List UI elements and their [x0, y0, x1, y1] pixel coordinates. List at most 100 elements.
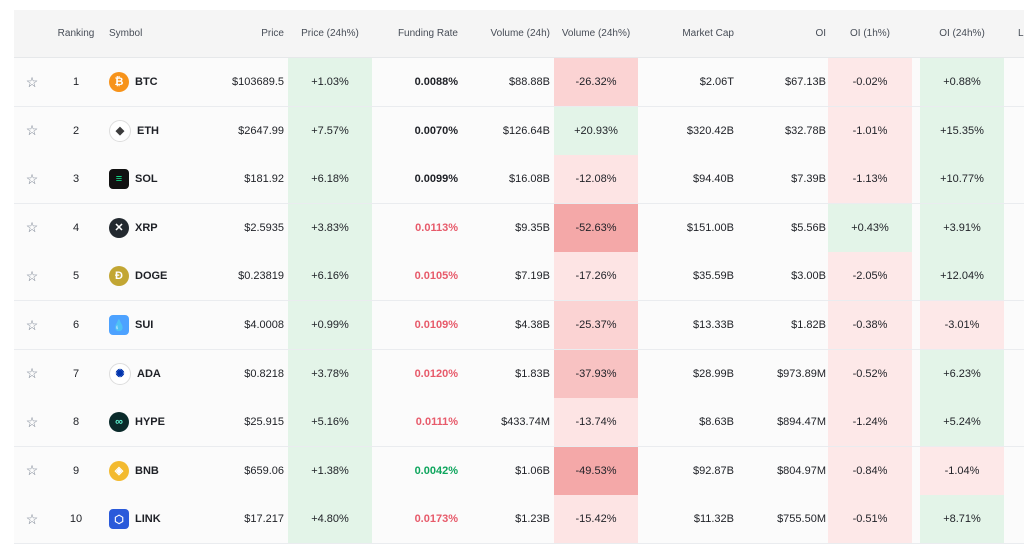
table-row-bnb[interactable]: ☆ 9 ◈ BNB $659.06 +1.38% 0.0042% $1.06B … — [14, 446, 1024, 496]
symbol-cell[interactable]: ₿ BTC — [109, 58, 209, 106]
market-cap-cell: $11.32B — [693, 513, 734, 526]
funding-rate-cell: 0.0120% — [414, 367, 458, 380]
table-row-btc[interactable]: ☆ 1 ₿ BTC $103689.5 +1.03% 0.0088% $88.8… — [14, 58, 1024, 107]
chainlink-icon: ⬡ — [109, 509, 129, 530]
favorite-star-icon[interactable]: ☆ — [25, 267, 39, 284]
price-24h-cell: +3.78% — [288, 349, 372, 398]
header-truncated[interactable]: Li — [1018, 28, 1024, 39]
market-cap-cell: $13.33B — [693, 319, 734, 331]
oi-cell: $7.39B — [791, 173, 826, 186]
price-24h-cell: +7.57% — [288, 106, 372, 155]
favorite-star-icon[interactable]: ☆ — [25, 510, 39, 527]
hyperliquid-icon: ∞ — [109, 412, 129, 433]
oi-cell: $3.00B — [791, 270, 826, 283]
table-row-link[interactable]: ☆ 10 ⬡ LINK $17.217 +4.80% 0.0173% $1.23… — [14, 495, 1024, 545]
oi-1h-cell: -2.05% — [828, 252, 912, 301]
favorite-star-icon[interactable]: ☆ — [25, 73, 39, 90]
header-market-cap[interactable]: Market Cap — [682, 28, 734, 39]
header-oi-24h[interactable]: OI (24h%) — [939, 28, 985, 39]
oi-cell: $894.47M — [777, 416, 826, 429]
ethereum-icon: ◆ — [109, 119, 131, 142]
symbol-label: BNB — [135, 464, 159, 477]
oi-1h-cell: -0.52% — [828, 349, 912, 398]
oi-1h-cell: -1.01% — [828, 106, 912, 155]
header-oi-1h[interactable]: OI (1h%) — [849, 28, 890, 39]
price-cell: $4.0008 — [244, 319, 284, 331]
symbol-cell[interactable]: ◈ BNB — [109, 447, 209, 495]
oi-24h-cell: -1.04% — [920, 446, 1004, 495]
price-24h-cell: +6.18% — [288, 155, 372, 204]
rank-cell: 9 — [72, 464, 80, 477]
table-row-hype[interactable]: ☆ 8 ∞ HYPE $25.915 +5.16% 0.0111% $433.7… — [14, 398, 1024, 448]
table-row-xrp[interactable]: ☆ 4 ✕ XRP $2.5935 +3.83% 0.0113% $9.35B … — [14, 203, 1024, 253]
header-oi[interactable]: OI — [815, 28, 826, 39]
volume-cell: $88.88B — [509, 76, 550, 88]
symbol-label: ADA — [137, 367, 161, 380]
market-cap-cell: $151.00B — [686, 221, 734, 234]
price-24h-cell: +3.83% — [288, 203, 372, 252]
symbol-cell[interactable]: 💧 SUI — [109, 301, 209, 349]
volume-24h-cell: +20.93% — [554, 106, 638, 155]
symbol-cell[interactable]: ≡ SOL — [109, 155, 209, 203]
favorite-star-icon[interactable]: ☆ — [25, 462, 39, 479]
symbol-cell[interactable]: ✕ XRP — [109, 204, 209, 252]
header-volume-24h[interactable]: Volume (24h%) — [561, 28, 631, 39]
oi-24h-cell: +0.88% — [920, 58, 1004, 106]
volume-cell: $1.06B — [515, 464, 550, 477]
rank-cell: 10 — [69, 513, 83, 526]
symbol-label: BTC — [135, 76, 158, 88]
volume-cell: $126.64B — [502, 124, 550, 137]
symbol-label: LINK — [135, 513, 161, 526]
symbol-cell[interactable]: ✺ ADA — [109, 350, 209, 398]
table-row-eth[interactable]: ☆ 2 ◆ ETH $2647.99 +7.57% 0.0070% $126.6… — [14, 106, 1024, 156]
favorite-star-icon[interactable]: ☆ — [25, 365, 39, 382]
oi-1h-cell: +0.43% — [828, 203, 912, 252]
price-24h-cell: +4.80% — [288, 495, 372, 544]
volume-24h-cell: -17.26% — [554, 252, 638, 301]
price-cell: $25.915 — [244, 416, 284, 429]
table-row-sol[interactable]: ☆ 3 ≡ SOL $181.92 +6.18% 0.0099% $16.08B… — [14, 155, 1024, 205]
oi-1h-cell: -0.02% — [828, 58, 912, 106]
header-funding-rate[interactable]: Funding Rate — [397, 28, 458, 39]
symbol-cell[interactable]: Ð DOGE — [109, 252, 209, 300]
market-cap-cell: $2.06T — [699, 76, 734, 88]
symbol-label: SOL — [135, 173, 158, 186]
rank-cell: 6 — [72, 319, 80, 331]
volume-24h-cell: -25.37% — [554, 301, 638, 349]
bnb-icon: ◈ — [109, 460, 129, 481]
funding-rate-cell: 0.0042% — [414, 464, 458, 477]
rank-cell: 1 — [72, 76, 80, 88]
volume-24h-cell: -49.53% — [554, 446, 638, 495]
oi-cell: $1.82B — [791, 319, 826, 331]
table-row-doge[interactable]: ☆ 5 Ð DOGE $0.23819 +6.16% 0.0105% $7.19… — [14, 252, 1024, 302]
volume-24h-cell: -13.74% — [554, 398, 638, 447]
symbol-label: XRP — [135, 221, 158, 234]
market-cap-cell: $94.40B — [693, 173, 734, 186]
symbol-cell[interactable]: ⬡ LINK — [109, 495, 209, 543]
oi-cell: $973.89M — [777, 367, 826, 380]
symbol-cell[interactable]: ∞ HYPE — [109, 398, 209, 446]
table-header: Ranking Symbol Price Price (24h%) Fundin… — [14, 10, 1024, 58]
market-cap-cell: $8.63B — [699, 416, 734, 429]
table-row-sui[interactable]: ☆ 6 💧 SUI $4.0008 +0.99% 0.0109% $4.38B … — [14, 301, 1024, 350]
oi-1h-cell: -0.38% — [828, 301, 912, 349]
header-price[interactable]: Price — [261, 28, 284, 39]
volume-cell: $9.35B — [515, 221, 550, 234]
header-symbol[interactable]: Symbol — [109, 28, 143, 39]
header-ranking[interactable]: Ranking — [58, 28, 94, 39]
symbol-cell[interactable]: ◆ ETH — [109, 107, 209, 155]
favorite-star-icon[interactable]: ☆ — [25, 122, 39, 139]
symbol-label: DOGE — [135, 270, 168, 283]
favorite-star-icon[interactable]: ☆ — [25, 219, 39, 236]
header-volume[interactable]: Volume (24h) — [490, 28, 550, 39]
favorite-star-icon[interactable]: ☆ — [25, 413, 39, 430]
price-cell: $2647.99 — [238, 124, 284, 137]
favorite-star-icon[interactable]: ☆ — [25, 316, 39, 333]
oi-1h-cell: -1.13% — [828, 155, 912, 204]
market-cap-cell: $35.59B — [693, 270, 734, 283]
header-price-24h[interactable]: Price (24h%) — [301, 28, 359, 39]
oi-cell: $755.50M — [777, 513, 826, 526]
table-row-ada[interactable]: ☆ 7 ✺ ADA $0.8218 +3.78% 0.0120% $1.83B … — [14, 349, 1024, 399]
favorite-star-icon[interactable]: ☆ — [25, 170, 39, 187]
rank-cell: 2 — [72, 124, 80, 137]
